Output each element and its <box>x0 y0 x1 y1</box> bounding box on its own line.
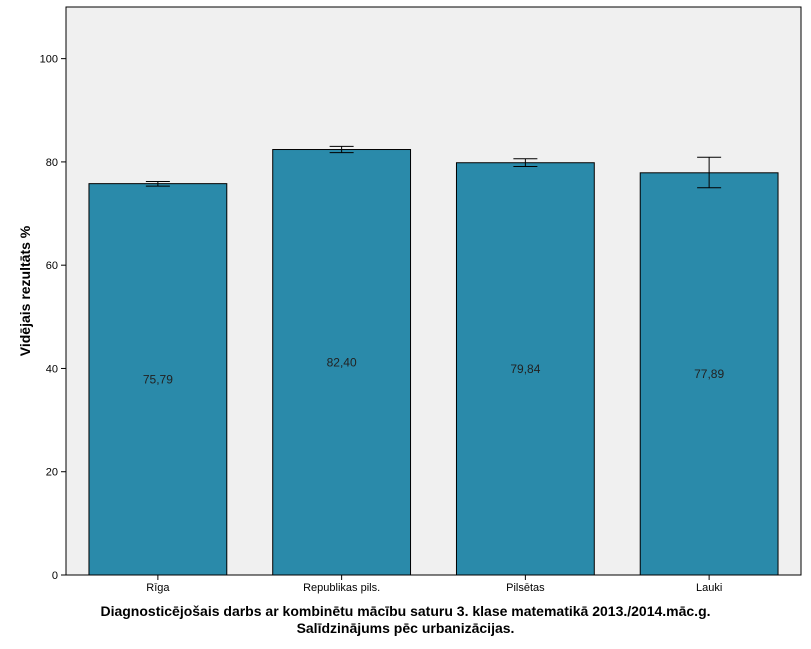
y-axis-title: Vidējais rezultāts % <box>17 225 33 356</box>
y-tick-label: 20 <box>46 467 58 479</box>
data-label: 82,40 <box>327 355 357 369</box>
x-axis: Rīga Republikas pils. Pilsētas Lauki <box>146 575 722 594</box>
chart-subtitle: Salīdzinājums pēc urbanizācijas. <box>296 620 515 636</box>
y-tick-label: 100 <box>40 54 58 66</box>
bar <box>639 172 779 576</box>
x-tick-label: Republikas pils. <box>303 582 380 594</box>
y-tick-label: 60 <box>46 260 58 272</box>
y-axis: 0 20 40 60 80 100 <box>40 54 66 582</box>
error-bar <box>513 158 538 168</box>
error-bar <box>329 145 354 154</box>
y-tick-label: 40 <box>46 363 58 375</box>
data-label: 79,84 <box>510 362 540 376</box>
bars: 75,79 82,40 79,84 77,89 <box>88 145 779 576</box>
y-tick-label: 80 <box>46 157 58 169</box>
data-label: 77,89 <box>694 367 724 381</box>
chart-title: Diagnosticējošais darbs ar kombinētu māc… <box>100 603 711 619</box>
error-bar <box>145 181 170 187</box>
bar <box>455 162 595 576</box>
bar <box>272 149 412 576</box>
x-tick-label: Pilsētas <box>506 582 545 594</box>
data-label: 75,79 <box>143 372 173 386</box>
error-bar <box>697 156 722 189</box>
y-tick-label: 0 <box>52 570 58 582</box>
x-tick-label: Rīga <box>146 582 170 594</box>
bar <box>88 183 228 576</box>
x-tick-label: Lauki <box>696 582 722 594</box>
